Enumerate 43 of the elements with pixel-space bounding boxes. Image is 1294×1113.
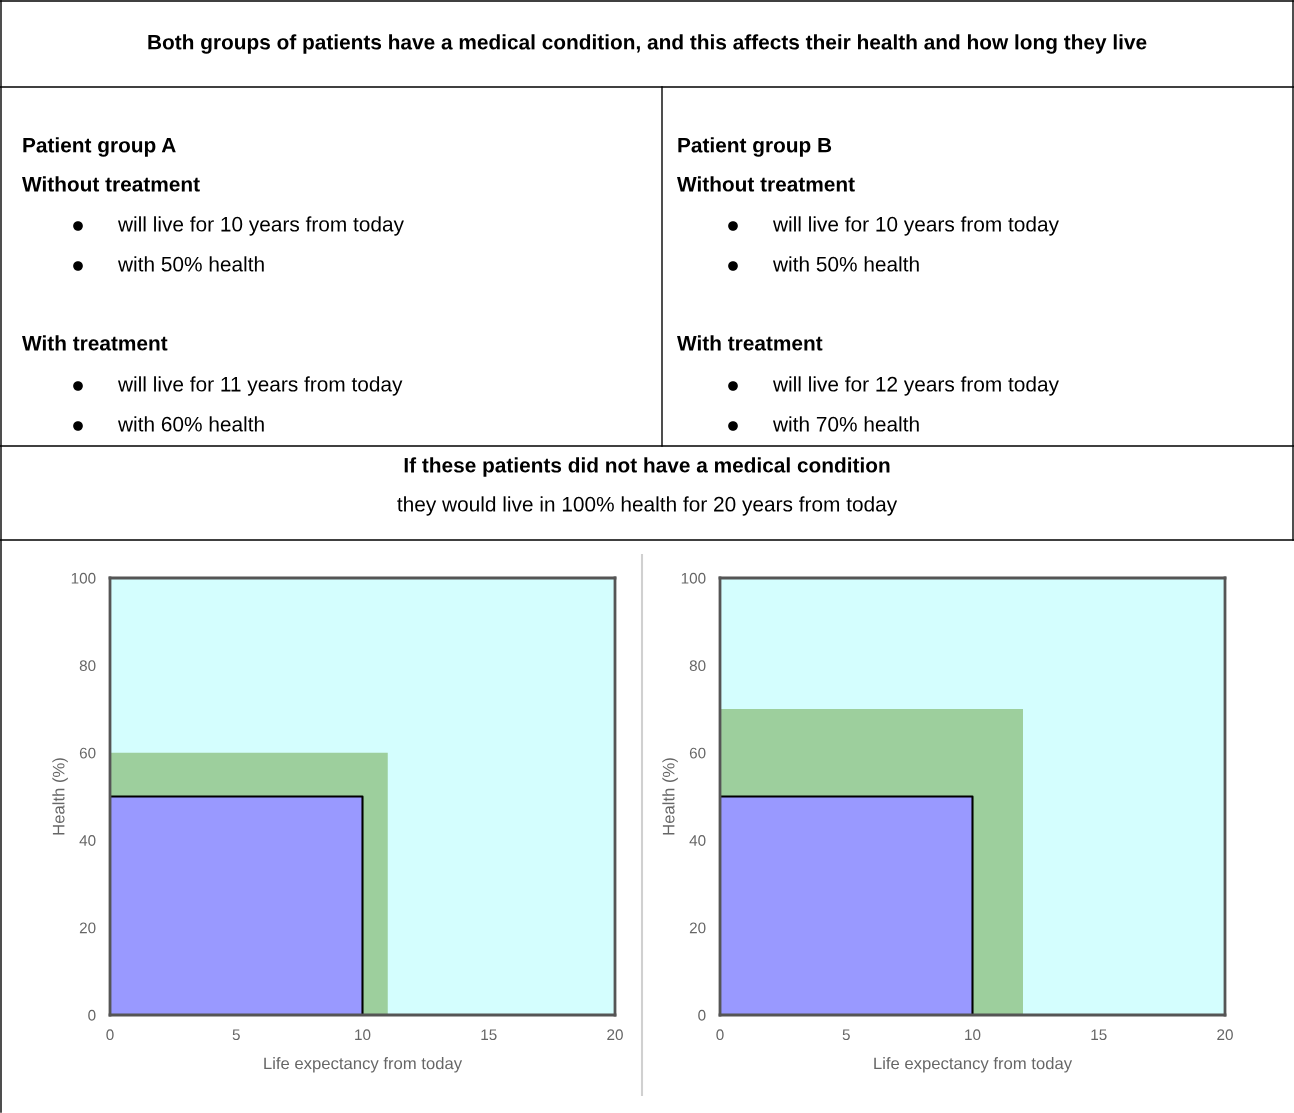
text: will live for 10 years from today	[772, 216, 1059, 236]
text: Patient group B	[678, 137, 832, 157]
x-axis-title: Life expectancy from today	[264, 1057, 463, 1073]
text: will live for 11 years from today	[117, 376, 403, 396]
x-tick-label: 0	[716, 1029, 724, 1041]
text: will live for 10 years from today	[117, 216, 404, 236]
text: Patient group A	[23, 137, 176, 157]
y-tick-label: 80	[79, 660, 96, 672]
text: Without treatment	[677, 176, 855, 192]
text: will live for 12 years from today	[772, 376, 1059, 396]
x-axis-title: Life expectancy from today	[874, 1057, 1073, 1073]
x-tick-label: 5	[842, 1029, 850, 1041]
text: Without treatment	[22, 176, 200, 192]
text: with 50% health	[772, 256, 919, 272]
y-tick-label: 80	[689, 660, 706, 672]
text: Both groups of patients have a medical condition, and this affects their health and how long they live	[148, 34, 1147, 54]
text: with 70% health	[772, 416, 919, 432]
text: With treatment	[22, 335, 168, 351]
x-tick-label: 20	[607, 1029, 623, 1041]
y-tick-label: 0	[698, 1009, 706, 1021]
y-tick-label: 20	[689, 922, 706, 934]
y-tick-label: 100	[681, 572, 706, 584]
text: If these patients did not have a medical condition	[404, 457, 890, 477]
x-tick-label: 10	[355, 1029, 371, 1041]
x-tick-label: 5	[232, 1029, 240, 1041]
y-tick-label: 60	[79, 747, 96, 759]
y-tick-label: 40	[689, 835, 706, 846]
y-axis-title: Health (%)	[662, 758, 678, 835]
y-tick-label: 100	[71, 572, 96, 584]
y-tick-label: 20	[79, 922, 96, 934]
text: with 50% health	[117, 256, 264, 272]
x-tick-label: 0	[106, 1029, 114, 1041]
text: With treatment	[677, 335, 823, 351]
x-tick-label: 15	[481, 1029, 497, 1041]
text: with 60% health	[117, 416, 264, 432]
text: they would live in 100% health for 20 years from today	[397, 496, 898, 516]
y-tick-label: 0	[88, 1009, 96, 1021]
y-tick-label: 40	[79, 835, 96, 846]
y-axis-title: Health (%)	[52, 758, 68, 835]
x-tick-label: 10	[965, 1029, 981, 1041]
x-tick-label: 20	[1217, 1029, 1233, 1041]
x-tick-label: 15	[1091, 1029, 1107, 1041]
y-tick-label: 60	[689, 747, 706, 759]
